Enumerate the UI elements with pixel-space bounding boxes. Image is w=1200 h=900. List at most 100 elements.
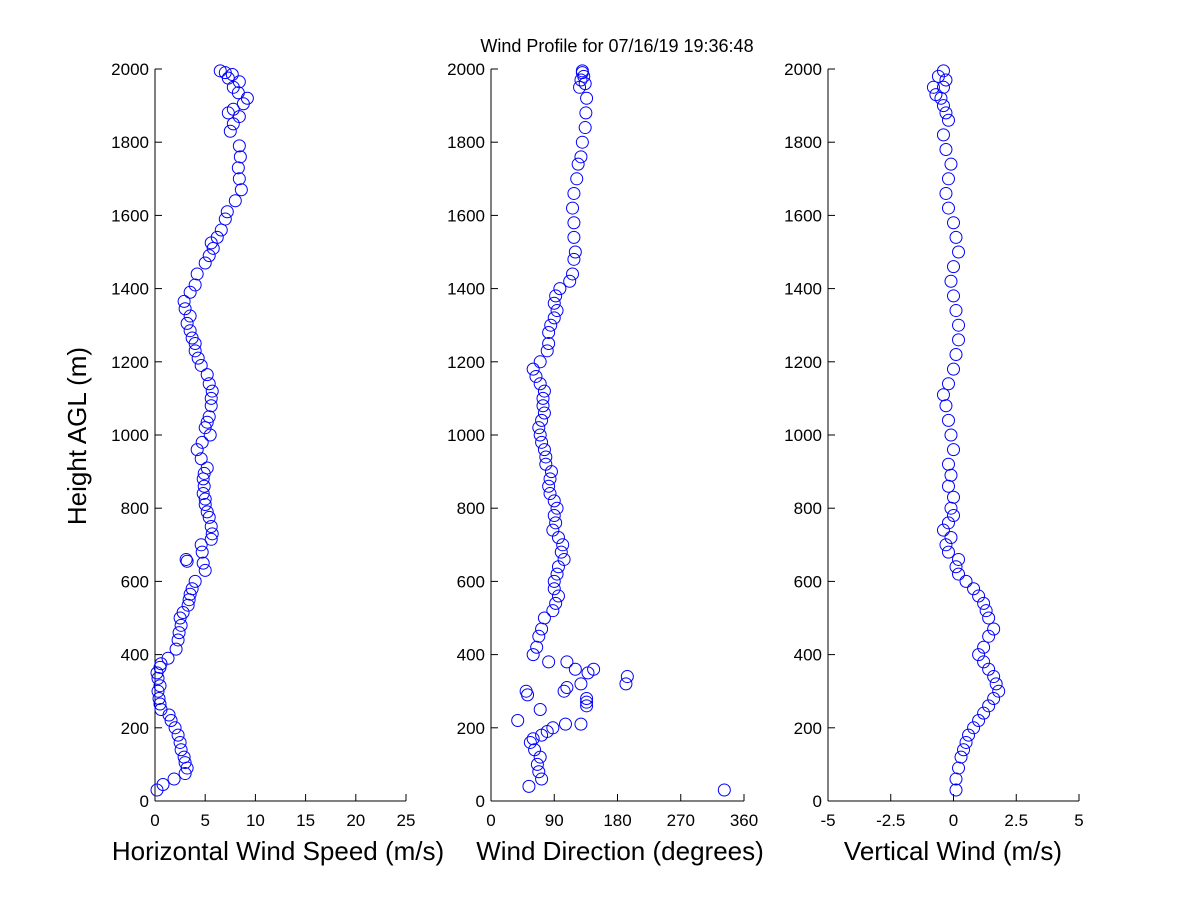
data-point xyxy=(574,150,588,164)
data-point xyxy=(952,567,966,581)
data-point xyxy=(549,289,563,303)
y-tick-label: 2000 xyxy=(111,60,149,79)
y-tick-label: 1200 xyxy=(111,353,149,372)
data-point xyxy=(578,121,592,135)
data-point xyxy=(174,743,188,757)
data-point xyxy=(547,509,561,523)
y-tick-label: 600 xyxy=(121,572,149,591)
x-tick-label: 360 xyxy=(730,811,758,830)
data-point xyxy=(181,598,195,612)
data-point xyxy=(550,501,564,515)
data-point xyxy=(523,735,537,749)
data-point xyxy=(944,157,958,171)
x-tick-label: 90 xyxy=(545,811,564,830)
data-point xyxy=(941,413,955,427)
data-point xyxy=(203,428,217,442)
data-point xyxy=(549,516,563,530)
data-point xyxy=(939,186,953,200)
x-axis-title: Vertical Wind (m/s) xyxy=(844,836,1062,866)
data-point xyxy=(717,783,731,797)
data-point xyxy=(198,498,212,512)
y-tick-label: 1000 xyxy=(784,426,822,445)
data-point xyxy=(941,516,955,530)
data-point xyxy=(989,677,1003,691)
y-tick-label: 200 xyxy=(121,719,149,738)
data-point xyxy=(197,479,211,493)
data-point xyxy=(535,435,549,449)
data-point xyxy=(926,80,940,94)
data-point xyxy=(954,750,968,764)
data-point xyxy=(947,362,960,376)
data-point xyxy=(959,574,973,588)
data-point xyxy=(936,128,950,142)
data-point xyxy=(533,355,547,369)
data-point xyxy=(218,66,232,80)
data-point xyxy=(174,618,188,632)
data-point xyxy=(537,443,551,457)
data-point xyxy=(511,713,525,727)
data-point xyxy=(952,552,966,566)
data-point xyxy=(972,589,986,603)
data-point xyxy=(982,629,996,643)
data-point xyxy=(228,194,242,208)
data-point xyxy=(936,523,950,537)
figure-title: Wind Profile for 07/16/19 19:36:48 xyxy=(480,36,753,56)
x-axis-title: Horizontal Wind Speed (m/s) xyxy=(112,836,444,866)
data-point xyxy=(987,670,1001,684)
data-point xyxy=(190,267,204,281)
data-point xyxy=(537,384,551,398)
data-point xyxy=(173,735,187,749)
x-tick-label: 20 xyxy=(346,811,365,830)
data-point xyxy=(188,278,202,292)
data-point xyxy=(194,358,208,372)
data-point xyxy=(560,655,574,669)
data-point xyxy=(567,216,581,230)
data-point xyxy=(543,472,557,486)
data-point xyxy=(575,135,589,149)
data-point xyxy=(200,368,214,382)
data-point xyxy=(169,642,183,656)
data-point xyxy=(537,406,551,420)
x-axis-title: Wind Direction (degrees) xyxy=(476,836,764,866)
data-point xyxy=(557,684,571,698)
data-point xyxy=(526,362,540,376)
y-tick-label: 200 xyxy=(794,719,822,738)
data-point xyxy=(183,309,197,323)
y-tick-label: 1400 xyxy=(447,280,485,299)
y-tick-label: 0 xyxy=(476,792,485,811)
data-point xyxy=(153,697,167,711)
data-point xyxy=(944,530,958,544)
data-point xyxy=(949,560,963,574)
y-tick-label: 800 xyxy=(457,499,485,518)
data-point xyxy=(183,587,197,601)
data-point xyxy=(529,369,543,383)
data-point xyxy=(987,622,1001,636)
y-tick-label: 1600 xyxy=(111,206,149,225)
data-point xyxy=(540,344,554,358)
data-point xyxy=(194,452,208,466)
data-point xyxy=(542,655,556,669)
data-point xyxy=(172,626,186,640)
data-point xyxy=(947,289,960,303)
data-point xyxy=(982,611,996,625)
data-point xyxy=(152,692,166,706)
data-point xyxy=(962,728,976,742)
data-point xyxy=(939,73,953,87)
data-point xyxy=(553,282,567,296)
y-tick-label: 1800 xyxy=(111,133,149,152)
data-point xyxy=(190,443,204,457)
panel-2: 0 200 400 600 800 1000 1200 1400 1600 1800 2000 0 90… xyxy=(447,60,764,866)
data-point xyxy=(560,681,574,695)
y-tick-label: 1000 xyxy=(447,426,485,445)
data-point xyxy=(992,684,1006,698)
data-point xyxy=(574,677,588,691)
data-point xyxy=(223,124,237,138)
data-point xyxy=(532,629,546,643)
x-tick-label: 5 xyxy=(200,811,209,830)
data-point xyxy=(522,779,536,793)
y-tick-label: 600 xyxy=(794,572,822,591)
data-point xyxy=(619,677,633,691)
data-point xyxy=(567,252,581,266)
